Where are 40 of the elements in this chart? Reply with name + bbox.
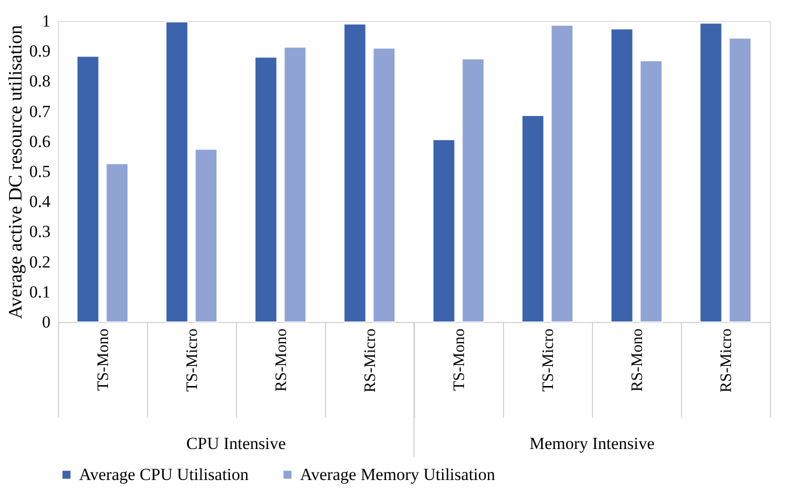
x-tick-label: TS-Micro [540, 328, 557, 392]
y-tick-label: 0.2 [29, 252, 50, 272]
bar [640, 60, 663, 322]
bar [699, 22, 722, 322]
y-tick-label: 0.9 [29, 42, 50, 61]
y-tick-label: 1 [42, 12, 50, 30]
y-tick-label: 0.3 [29, 222, 50, 242]
text: CPU Intensive [186, 434, 286, 453]
bar [343, 24, 366, 322]
bar [106, 163, 129, 322]
x-tick-label: TS-Mono [95, 328, 112, 391]
bar [521, 115, 544, 322]
y-tick-label: 0.7 [29, 102, 51, 121]
x-tick-label: RS-Micro [718, 328, 735, 392]
bar [550, 24, 574, 322]
y-tick-label: 0.6 [29, 132, 50, 151]
bar [165, 21, 188, 322]
legend-label: Average Memory Utilisation [300, 464, 496, 484]
bar [610, 28, 634, 322]
bar [254, 56, 278, 322]
x-tick-label: RS-Mono [273, 328, 290, 392]
y-tick-label: 0.1 [29, 282, 50, 302]
x-tick-label: TS-Micro [184, 328, 201, 392]
x-tick-label: TS-Mono [451, 328, 468, 391]
y-tick-label: 0.4 [29, 192, 51, 212]
bar [728, 38, 752, 322]
x-tick-label: RS-Mono [629, 328, 646, 392]
bar [432, 139, 456, 322]
bar [76, 56, 100, 322]
y-tick-label: 0.5 [29, 162, 50, 181]
bar [372, 48, 396, 322]
x-tick-label: RS-Micro [362, 328, 379, 392]
bar [194, 148, 218, 322]
y-tick-label: 0 [42, 312, 50, 332]
y-axis-title: Average active DC resource utilisation [5, 24, 26, 320]
bar [284, 46, 307, 322]
legend-label: Average CPU Utilisation [79, 464, 250, 484]
text: Memory Intensive [529, 434, 655, 453]
bar [462, 58, 485, 322]
y-tick-label: 0.8 [29, 72, 50, 91]
